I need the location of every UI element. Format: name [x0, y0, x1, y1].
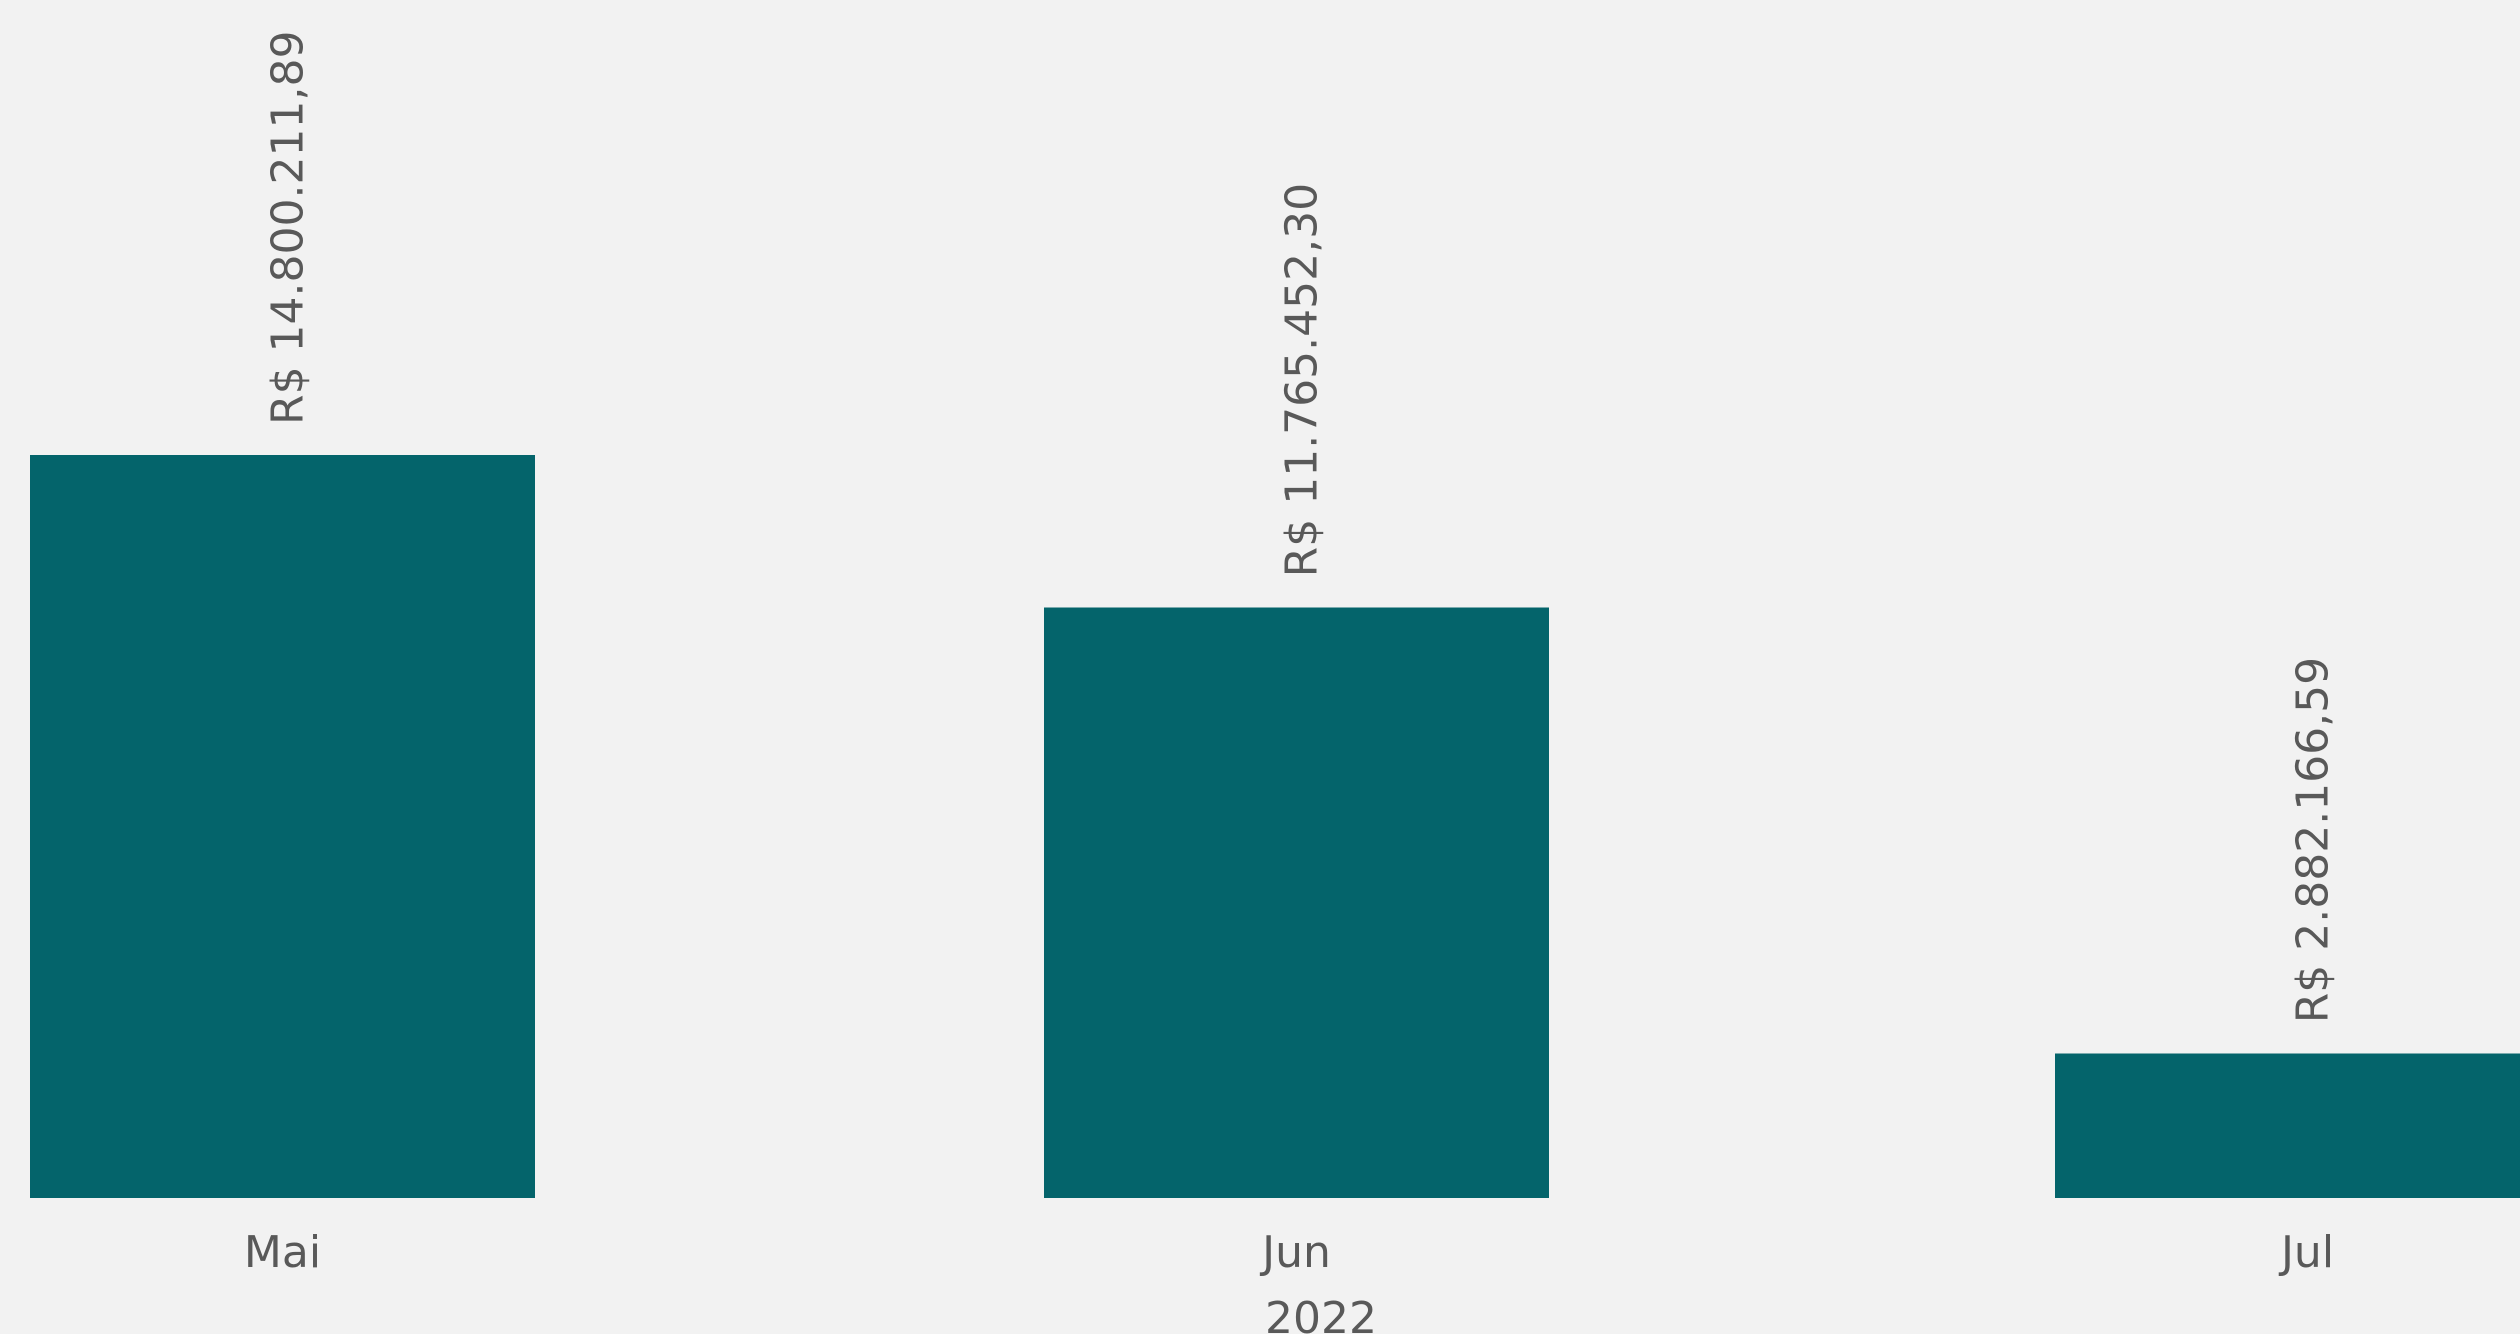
category-label-jun: Jun — [1259, 1227, 1331, 1278]
bar-mai — [30, 455, 535, 1198]
bar-jun — [1044, 607, 1549, 1198]
bar-jul — [2055, 1053, 2520, 1198]
category-label-mai: Mai — [244, 1227, 321, 1278]
category-label-jul: Jul — [2278, 1227, 2334, 1278]
labels-layer: R$ 14.800.211,89 Mai R$ 11.765.452,30 Jun R$… — [244, 31, 2339, 1278]
bars-layer — [30, 455, 2520, 1198]
data-label-jul: R$ 2.882.166,59 — [2288, 657, 2339, 1023]
data-label-jun: R$ 11.765.452,30 — [1277, 183, 1328, 577]
data-label-mai: R$ 14.800.211,89 — [263, 31, 314, 425]
year-group-label: 2022 — [1265, 1293, 1377, 1334]
